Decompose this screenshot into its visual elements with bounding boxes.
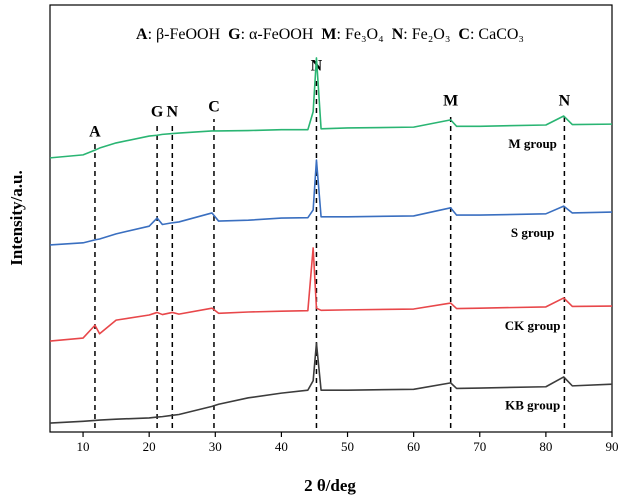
x-tick-label: 50 <box>341 439 354 454</box>
x-tick-label: 10 <box>77 439 90 454</box>
x-tick-label: 90 <box>606 439 619 454</box>
legend-key: N <box>392 26 404 43</box>
series-line <box>49 57 613 159</box>
x-tick-label: 70 <box>473 439 486 454</box>
x-tick-label: 80 <box>539 439 552 454</box>
annotation-label: C <box>208 99 220 116</box>
x-axis-label: 2 θ/deg <box>304 476 356 495</box>
legend-key: G <box>228 26 241 43</box>
legend-key: M <box>321 26 336 43</box>
series-line <box>49 342 613 424</box>
legend: A: β-FeOOH G: α-FeOOH M: Fe₃O₄ N: Fe₂O₃ C: C… <box>136 26 524 43</box>
series-label: M group <box>508 136 557 151</box>
legend-label: : Fe₃O₄ <box>337 26 385 43</box>
series-line <box>49 159 613 246</box>
legend-key: A <box>136 26 148 43</box>
annotation-label: M <box>443 93 458 110</box>
legend-label: : CaCO₃ <box>470 26 524 43</box>
series-label: CK group <box>505 318 561 333</box>
plot-frame <box>49 4 613 433</box>
y-axis-label: Intensity/a.u. <box>7 170 26 265</box>
annotation-label: N <box>559 93 571 110</box>
series-label: S group <box>511 225 554 240</box>
annotation-label: N <box>167 104 179 121</box>
legend-key: C <box>458 26 470 43</box>
legend-label: : Fe₂O₃ <box>403 26 450 43</box>
x-tick-label: 60 <box>407 439 420 454</box>
legend-label: : α-FeOOH <box>241 26 314 43</box>
x-tick-label: 40 <box>275 439 288 454</box>
x-tick-label: 20 <box>143 439 156 454</box>
series-label: KB group <box>505 398 560 413</box>
series-line <box>49 247 613 342</box>
annotation-label: A <box>89 124 101 141</box>
x-tick-label: 30 <box>209 439 222 454</box>
legend-label: : β-FeOOH <box>148 26 221 43</box>
annotation-label: G <box>151 104 164 121</box>
